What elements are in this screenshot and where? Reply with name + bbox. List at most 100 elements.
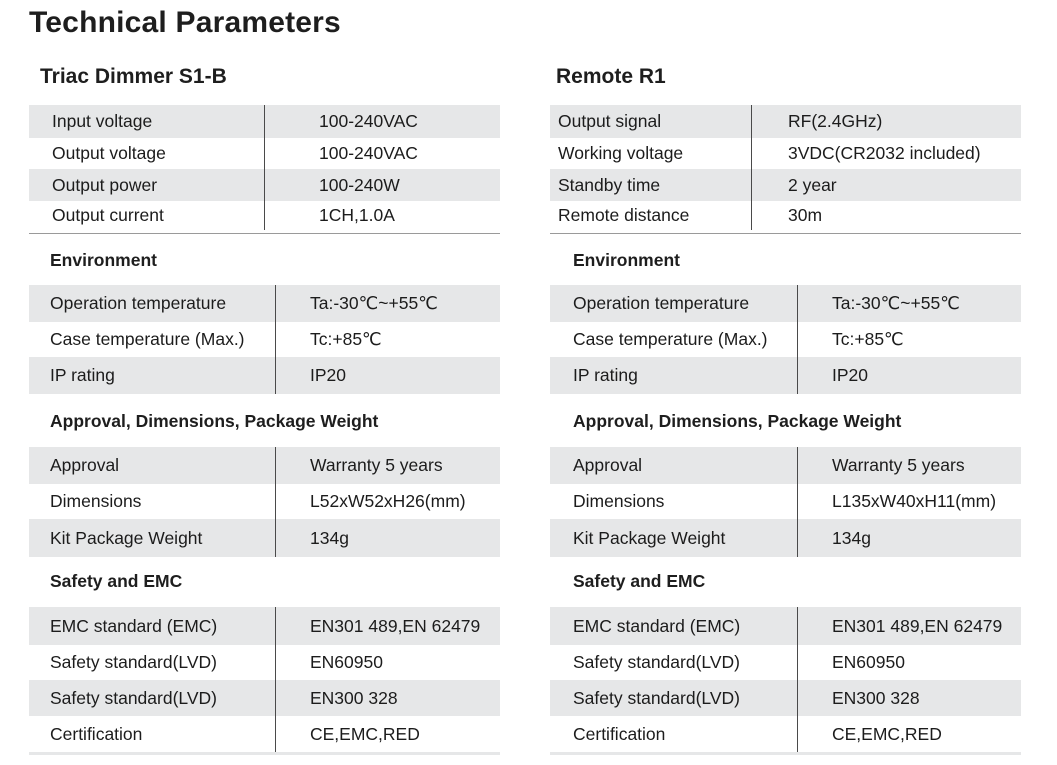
- safety-table: EMC standard (EMC) EN301 489,EN 62479 Safe…: [29, 607, 500, 753]
- param-label: Output voltage: [52, 143, 166, 163]
- column-divider: [275, 447, 276, 557]
- column-divider: [275, 607, 276, 753]
- param-label: IP rating: [573, 365, 638, 385]
- param-value: CE,EMC,RED: [310, 724, 420, 744]
- table-row: Case temperature (Max.) Tc:+85℃: [29, 322, 500, 357]
- table-row: IP rating IP20: [550, 357, 1021, 394]
- table-bottom-rule: [29, 233, 500, 234]
- param-label: Certification: [573, 724, 666, 744]
- param-label: Output power: [52, 174, 158, 195]
- param-value: EN300 328: [310, 687, 398, 708]
- param-value: 134g: [310, 527, 349, 548]
- param-label: Approval: [573, 455, 643, 475]
- table-bottom-rule: [550, 752, 1021, 755]
- param-label: Case temperature (Max.): [50, 329, 245, 349]
- param-label: Working voltage: [558, 143, 684, 163]
- param-value: IP20: [832, 365, 868, 385]
- table-row: Safety standard(LVD) EN60950: [550, 645, 1021, 680]
- environment-table: Operation temperature Ta:-30℃~+55℃ Case te…: [550, 285, 1021, 394]
- approval-table: Approval Warranty 5 years Dimensions L52xW5…: [29, 447, 500, 557]
- table-row: Dimensions L135xW40xH11(mm): [550, 484, 1021, 519]
- param-value: 1CH,1.0A: [319, 205, 395, 225]
- param-label: EMC standard (EMC): [573, 615, 741, 636]
- product-name: Remote R1: [556, 65, 666, 88]
- param-label: Safety standard(LVD): [50, 652, 217, 672]
- approval-table: Approval Warranty 5 years Dimensions L135xW…: [550, 447, 1021, 557]
- section-title: Environment: [50, 250, 157, 270]
- param-label: Output signal: [558, 111, 662, 131]
- param-value: EN60950: [310, 652, 383, 672]
- param-value: RF(2.4GHz): [788, 111, 883, 131]
- param-value: L52xW52xH26(mm): [310, 491, 466, 511]
- table-row: Output voltage 100-240VAC: [29, 138, 500, 169]
- column-divider: [797, 447, 798, 557]
- table-row: Output signal RF(2.4GHz): [550, 105, 1021, 138]
- column-divider: [751, 105, 752, 230]
- table-row: Approval Warranty 5 years: [550, 447, 1021, 484]
- main-specs-table: Input voltage 100-240VAC Output voltage 100…: [29, 105, 500, 230]
- column-divider: [275, 285, 276, 394]
- param-label: Dimensions: [573, 491, 665, 511]
- param-label: Kit Package Weight: [573, 527, 726, 548]
- param-label: Remote distance: [558, 205, 690, 225]
- main-specs-table: Output signal RF(2.4GHz) Working voltage 3V…: [550, 105, 1021, 230]
- param-value: Warranty 5 years: [832, 455, 965, 475]
- param-value: EN300 328: [832, 687, 920, 708]
- param-value: Warranty 5 years: [310, 455, 443, 475]
- column-divider: [797, 607, 798, 753]
- param-value: IP20: [310, 365, 346, 385]
- table-row: Working voltage 3VDC(CR2032 included): [550, 138, 1021, 169]
- param-value: Tc:+85℃: [832, 329, 904, 349]
- param-value: EN301 489,EN 62479: [310, 615, 481, 636]
- param-value: 100-240VAC: [319, 143, 418, 163]
- product-name: Triac Dimmer S1-B: [40, 65, 227, 88]
- param-label: Case temperature (Max.): [573, 329, 768, 349]
- table-row: Kit Package Weight 134g: [29, 519, 500, 557]
- param-value: Ta:-30℃~+55℃: [310, 293, 438, 313]
- param-label: Certification: [50, 724, 143, 744]
- table-row: Certification CE,EMC,RED: [29, 716, 500, 753]
- table-row: Approval Warranty 5 years: [29, 447, 500, 484]
- table-row: Operation temperature Ta:-30℃~+55℃: [29, 285, 500, 322]
- page-title: Technical Parameters: [29, 6, 341, 39]
- param-label: EMC standard (EMC): [50, 615, 218, 636]
- table-row: Certification CE,EMC,RED: [550, 716, 1021, 753]
- section-title: Safety and EMC: [50, 571, 183, 591]
- param-label: Operation temperature: [50, 293, 227, 313]
- param-label: Standby time: [558, 174, 661, 195]
- table-row: Safety standard(LVD) EN60950: [29, 645, 500, 680]
- section-title: Approval, Dimensions, Package Weight: [50, 411, 379, 431]
- section-title: Safety and EMC: [573, 571, 706, 591]
- table-row: EMC standard (EMC) EN301 489,EN 62479: [29, 607, 500, 645]
- param-value: Tc:+85℃: [310, 329, 382, 349]
- param-value: L135xW40xH11(mm): [832, 491, 997, 511]
- table-bottom-rule: [550, 233, 1021, 234]
- section-title: Approval, Dimensions, Package Weight: [573, 411, 902, 431]
- param-label: Output current: [52, 205, 164, 225]
- param-label: Input voltage: [52, 111, 153, 131]
- table-row: EMC standard (EMC) EN301 489,EN 62479: [550, 607, 1021, 645]
- param-label: Safety standard(LVD): [50, 687, 217, 708]
- param-value: EN60950: [832, 652, 905, 672]
- table-row: Safety standard(LVD) EN300 328: [550, 680, 1021, 716]
- table-row: Safety standard(LVD) EN300 328: [29, 680, 500, 716]
- param-value: EN301 489,EN 62479: [832, 615, 1003, 636]
- param-value: CE,EMC,RED: [832, 724, 942, 744]
- param-value: Ta:-30℃~+55℃: [832, 293, 960, 313]
- section-title: Environment: [573, 250, 680, 270]
- param-value: 3VDC(CR2032 included): [788, 143, 981, 163]
- param-value: 30m: [788, 205, 823, 225]
- column-divider: [264, 105, 265, 230]
- param-value: 100-240VAC: [319, 111, 418, 131]
- param-value: 100-240W: [319, 174, 400, 195]
- param-label: Safety standard(LVD): [573, 687, 740, 708]
- table-row: Dimensions L52xW52xH26(mm): [29, 484, 500, 519]
- param-label: Operation temperature: [573, 293, 750, 313]
- param-value: 134g: [832, 527, 871, 548]
- table-row: Standby time 2 year: [550, 169, 1021, 201]
- column-divider: [797, 285, 798, 394]
- environment-table: Operation temperature Ta:-30℃~+55℃ Case te…: [29, 285, 500, 394]
- table-row: Remote distance 30m: [550, 201, 1021, 230]
- table-row: Operation temperature Ta:-30℃~+55℃: [550, 285, 1021, 322]
- param-value: 2 year: [788, 174, 837, 195]
